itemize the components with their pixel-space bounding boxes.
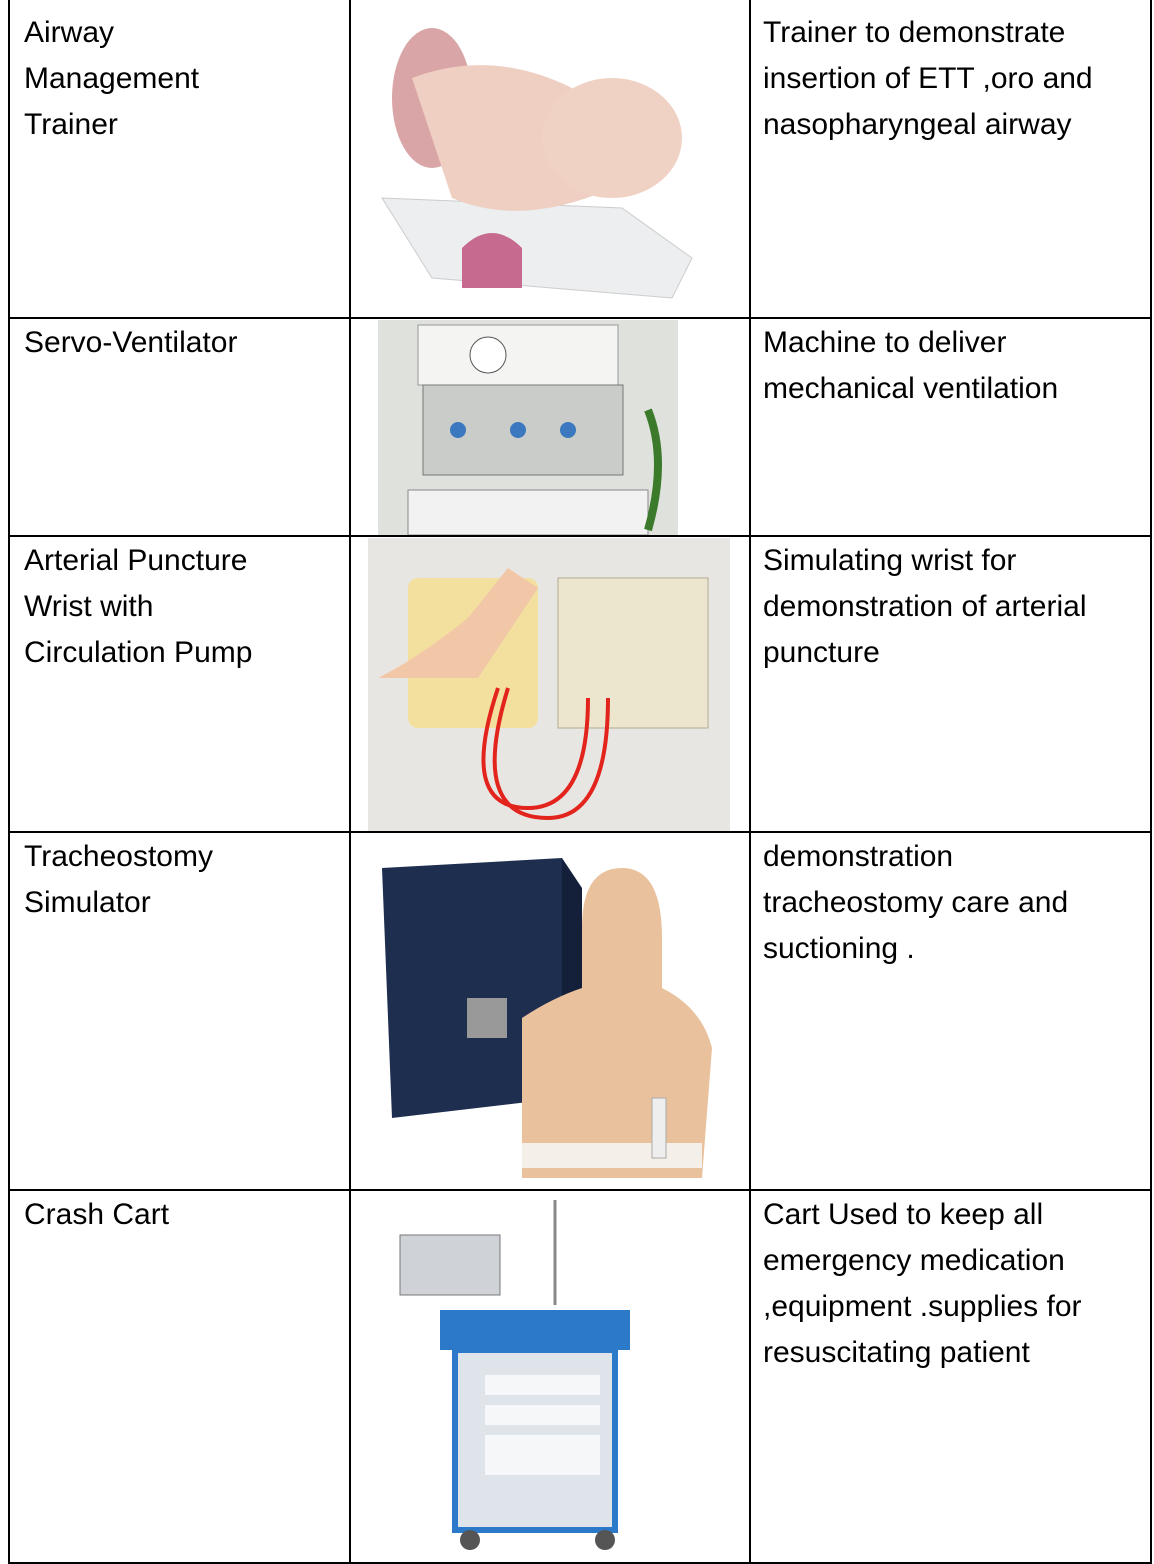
text-line: demonstration of arterial	[763, 590, 1087, 623]
text-line: Circulation Pump	[24, 636, 253, 669]
item-description: Cart Used to keep all emergency medicatio…	[763, 1192, 1082, 1376]
photo	[378, 320, 678, 535]
text-line: Simulating wrist for	[763, 544, 1017, 577]
photo	[368, 538, 730, 831]
text-line: Servo-Ventilator	[24, 326, 238, 359]
item-name: Arterial Puncture Wrist with Circulation P…	[24, 538, 252, 676]
border	[8, 0, 10, 1564]
text-line: resuscitating patient	[763, 1336, 1030, 1369]
text-line: demonstration	[763, 840, 954, 873]
text-line: ,equipment .supplies for	[763, 1290, 1082, 1323]
text-line: emergency medication	[763, 1244, 1065, 1277]
photo	[381, 28, 693, 299]
text-line: insertion of ETT ,oro and	[763, 62, 1093, 95]
item-name: Servo-Ventilator	[24, 320, 237, 366]
text-line: Airway	[24, 16, 115, 49]
photo	[399, 1200, 630, 1550]
border	[8, 535, 1152, 537]
border	[8, 317, 1152, 319]
text-line: Wrist with	[24, 590, 154, 623]
item-description: Trainer to demonstrate insertion of ETT ,…	[763, 10, 1093, 148]
text-line: Tracheostomy	[24, 840, 213, 873]
text-line: puncture	[763, 636, 880, 669]
item-name: Crash Cart	[24, 1192, 169, 1238]
item-description: Machine to deliver mechanical ventilation	[763, 320, 1058, 412]
photo	[382, 858, 712, 1178]
text-line: Simulator	[24, 886, 151, 919]
border	[749, 0, 751, 1564]
item-description: demonstration tracheostomy care and suctio…	[763, 834, 1068, 972]
item-description: Simulating wrist for demonstration of art…	[763, 538, 1087, 676]
border	[8, 1562, 1152, 1564]
text-line: tracheostomy care and	[763, 886, 1069, 919]
text-line: Machine to deliver	[763, 326, 1007, 359]
border	[8, 831, 1152, 833]
text-line: Crash Cart	[24, 1198, 170, 1231]
text-line: Arterial Puncture	[24, 544, 248, 577]
text-line: nasopharyngeal airway	[763, 108, 1072, 141]
border	[8, 1189, 1152, 1191]
border	[349, 0, 351, 1564]
border	[1150, 0, 1152, 1564]
text-line: suctioning .	[763, 932, 915, 965]
text-line: Cart Used to keep all	[763, 1198, 1044, 1231]
text-line: Trainer	[24, 108, 118, 141]
text-line: Management	[24, 62, 200, 95]
item-name: Tracheostomy Simulator	[24, 834, 213, 926]
item-name: Airway Management Trainer	[24, 10, 199, 148]
text-line: Trainer to demonstrate	[763, 16, 1066, 49]
text-line: mechanical ventilation	[763, 372, 1059, 405]
